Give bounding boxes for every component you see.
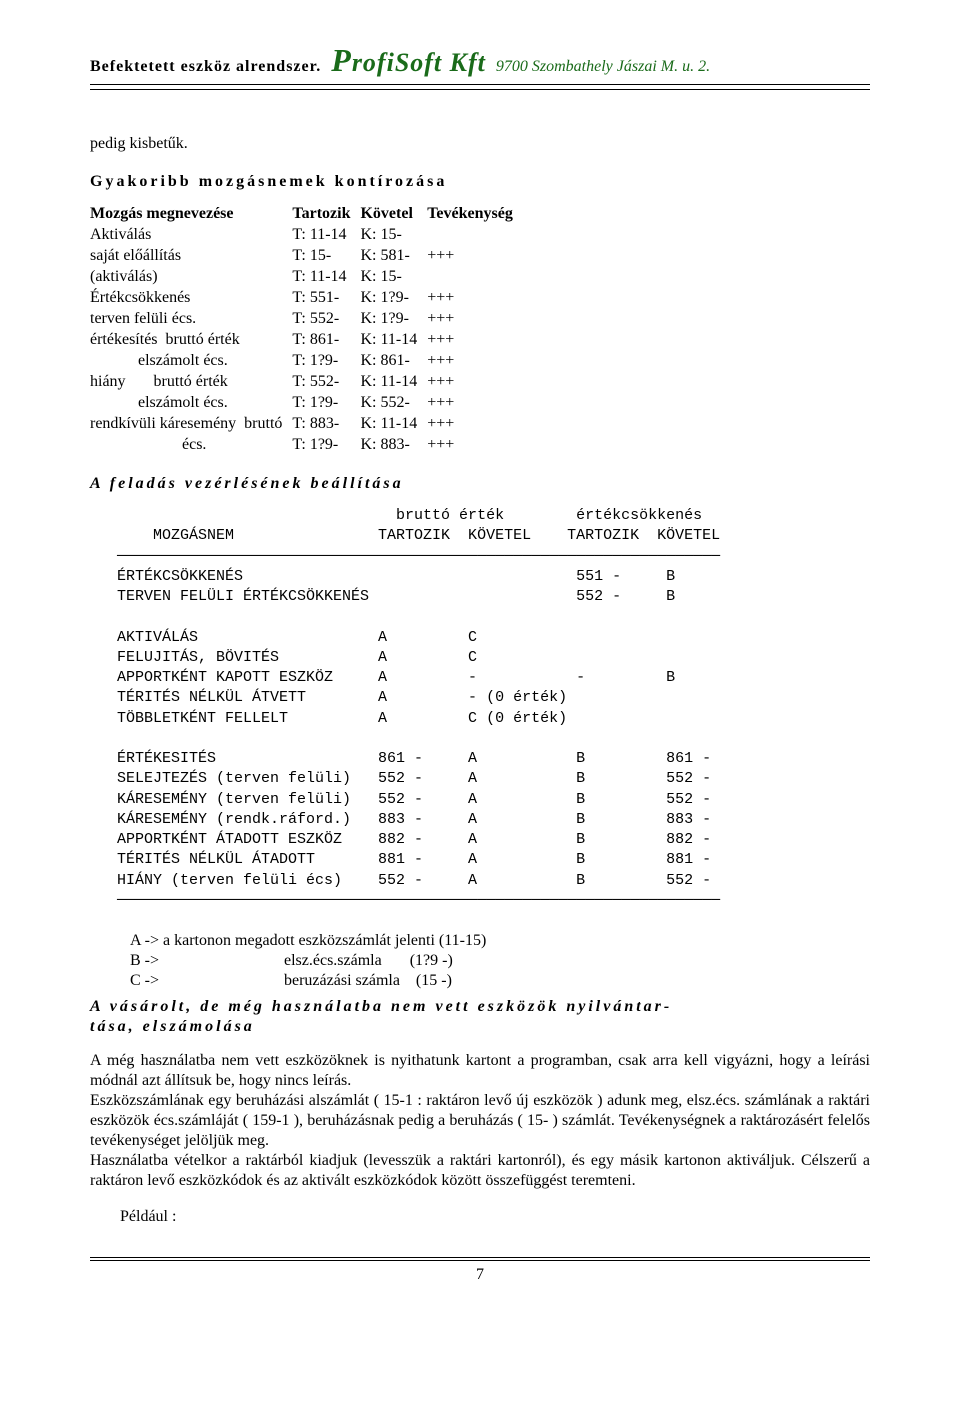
table-row: értékesítés bruttó értékT: 861-K: 11-14+… bbox=[90, 330, 523, 351]
table-row: AktiválásT: 11-14K: 15- bbox=[90, 225, 523, 246]
header-brand: ProfiSoft Kft bbox=[331, 40, 486, 80]
brand-rest: rofiSoft Kft bbox=[352, 48, 486, 77]
table-row: ÉrtékcsökkenésT: 551-K: 1?9-+++ bbox=[90, 288, 523, 309]
header-address: 9700 Szombathely Jászai M. u. 2. bbox=[496, 57, 710, 77]
col-activity: Tevékenység bbox=[427, 204, 523, 225]
legend-b: B -> elsz.écs.számla (1?9 -) bbox=[130, 951, 870, 971]
movements-table: Mozgás megnevezése Tartozik Követel Tevé… bbox=[90, 204, 523, 456]
table-row: (aktiválás)T: 11-14K: 15- bbox=[90, 267, 523, 288]
page-number: 7 bbox=[90, 1265, 870, 1285]
intro-fragment: pedig kisbetűk. bbox=[90, 134, 870, 154]
table-row: elszámolt écs.T: 1?9-K: 552-+++ bbox=[90, 393, 523, 414]
table-row: elszámolt écs.T: 1?9-K: 861-+++ bbox=[90, 351, 523, 372]
table-row: terven felüli écs.T: 552-K: 1?9-+++ bbox=[90, 309, 523, 330]
legend-c: C -> beruzázási számla (15 -) bbox=[130, 971, 870, 991]
legend-a: A -> a kartonon megadott eszközszámlát j… bbox=[130, 931, 870, 951]
page-header: Befektetett eszköz alrendszer. ProfiSoft… bbox=[90, 40, 870, 85]
table-row: écs.T: 1?9-K: 883-+++ bbox=[90, 435, 523, 456]
section2-title: A feladás vezérlésének beállítása bbox=[90, 474, 870, 494]
example-label: Például : bbox=[120, 1207, 870, 1227]
brand-initial: P bbox=[331, 42, 352, 78]
table-row: saját előállításT: 15-K: 581-+++ bbox=[90, 246, 523, 267]
table-row: rendkívüli káresemény bruttóT: 883-K: 11… bbox=[90, 414, 523, 435]
page-footer: 7 bbox=[90, 1257, 870, 1285]
legend-block: A -> a kartonon megadott eszközszámlát j… bbox=[130, 931, 870, 991]
col-debit: Tartozik bbox=[292, 204, 360, 225]
table-row: hiány bruttó értékT: 552-K: 11-14+++ bbox=[90, 372, 523, 393]
section1-title: Gyakoribb mozgásnemek kontírozása bbox=[90, 172, 870, 192]
section3-title-line2: tása, elszámolása bbox=[90, 1017, 870, 1037]
col-movement: Mozgás megnevezése bbox=[90, 204, 292, 225]
header-left: Befektetett eszköz alrendszer. bbox=[90, 57, 321, 77]
control-settings-block: bruttó érték értékcsökkenés MOZGÁSNEM TA… bbox=[90, 506, 870, 911]
body-paragraph: A még használatba nem vett eszközöknek i… bbox=[90, 1051, 870, 1191]
table-header-row: Mozgás megnevezése Tartozik Követel Tevé… bbox=[90, 204, 523, 225]
header-rule bbox=[90, 87, 870, 90]
col-credit: Követel bbox=[360, 204, 427, 225]
section3-title-line1: A vásárolt, de még használatba nem vett … bbox=[90, 997, 870, 1017]
